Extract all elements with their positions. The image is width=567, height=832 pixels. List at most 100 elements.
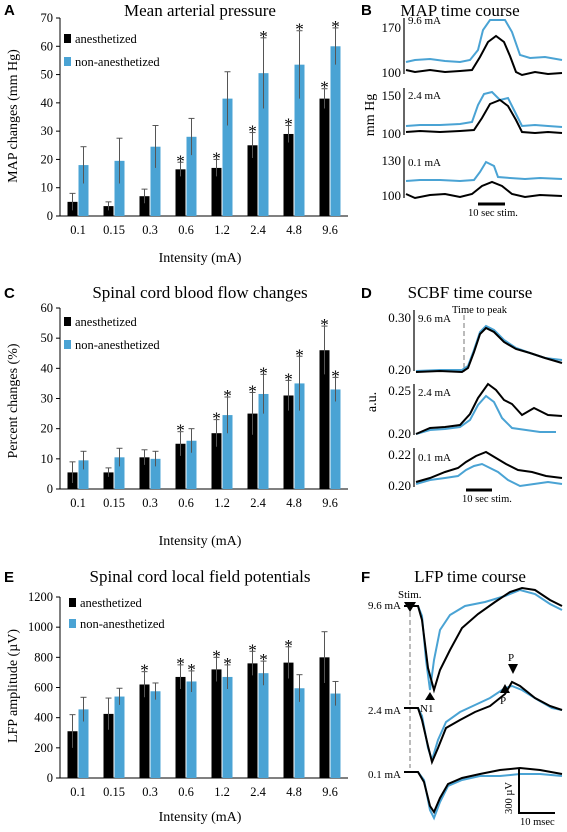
bar-non-anesthetized	[258, 73, 269, 217]
bar-non-anesthetized	[78, 460, 89, 489]
trace-non-anesthetized	[405, 90, 563, 128]
trace-anesthetized	[404, 586, 563, 694]
significance-star: *	[176, 151, 185, 170]
legend-label: anesthetized	[75, 32, 138, 46]
y-tick-label: 600	[34, 681, 53, 695]
significance-star: *	[284, 636, 293, 655]
bar-non-anesthetized	[258, 393, 269, 489]
tick-label: 170	[382, 20, 402, 35]
bar-non-anesthetized	[186, 136, 197, 216]
x-tick-label: 0.6	[178, 785, 194, 799]
x-tick-label: 4.8	[286, 785, 302, 799]
significance-star: *	[176, 654, 185, 673]
trace-anesthetized	[415, 382, 563, 435]
trace-anesthetized	[415, 450, 563, 483]
y-tick-label: 200	[34, 741, 53, 755]
bar-non-anesthetized	[222, 676, 233, 778]
y-axis-label: MAP changes (mm Hg)	[6, 49, 21, 183]
legend-swatch-non-anesthetized	[69, 619, 76, 628]
legend-e: anesthetized non-anesthetized	[69, 596, 165, 631]
x-tick-label: 1.2	[214, 785, 230, 799]
y-tick-label: 20	[41, 422, 54, 436]
bar-anesthetized	[319, 657, 330, 778]
significance-star: *	[248, 122, 257, 141]
trace-label: 9.6 mA	[408, 15, 441, 27]
significance-star: *	[176, 421, 185, 440]
x-tick-label: 2.4	[250, 496, 266, 510]
x-tick-label: 2.4	[250, 785, 266, 799]
y-tick-label: 50	[41, 68, 54, 82]
tick-label: 150	[382, 88, 402, 103]
bar-non-anesthetized	[186, 440, 197, 489]
bar-non-anesthetized	[114, 160, 125, 216]
significance-star: *	[212, 646, 221, 665]
trace-label: 2.4 mA	[418, 387, 451, 399]
trace-label: 0.1 mA	[368, 769, 401, 781]
lfp-time-course: LFP time course Stim. 9.6 mA 2.4 mA 0.1 …	[368, 567, 563, 828]
x-tick-label: 0.6	[178, 496, 194, 510]
trace-non-anesthetized	[415, 462, 563, 488]
significance-star: *	[320, 315, 329, 334]
x-tick-label: 1.2	[214, 223, 230, 237]
time-to-peak-label: Time to peak	[452, 305, 508, 316]
bar-anesthetized	[283, 395, 294, 489]
significance-star: *	[295, 345, 304, 364]
x-tick-label: 0.3	[142, 785, 158, 799]
x-tick-label: 0.3	[142, 496, 158, 510]
trace-non-anesthetized	[404, 588, 563, 691]
bar-non-anesthetized	[258, 673, 269, 778]
y-tick-label: 10	[41, 452, 54, 466]
significance-star: *	[140, 661, 149, 680]
tick-label: 0.20	[388, 362, 411, 377]
bar-non-anesthetized	[222, 98, 233, 216]
n1-arrow-icon	[425, 692, 435, 700]
panel-title: LFP time course	[414, 567, 526, 586]
x-tick-label: 9.6	[322, 785, 338, 799]
scbf-time-course: SCBF time course a.u. 0.30 0.20 0.25 0.2…	[365, 283, 563, 505]
significance-star: *	[259, 27, 268, 46]
x-axis-label: Intensity (mA)	[159, 251, 242, 266]
tick-label: 0.30	[388, 310, 411, 325]
x-tick-label: 9.6	[322, 223, 338, 237]
scbf-bar-chart: Spinal cord blood flow changes Intensity…	[6, 283, 348, 549]
trace-label: 0.1 mA	[408, 157, 441, 169]
tick-label: 0.22	[388, 447, 411, 462]
p-arrow-icon	[508, 664, 518, 674]
bar-non-anesthetized	[330, 389, 341, 489]
panel-letter-c: C	[4, 285, 15, 302]
bar-anesthetized	[175, 443, 186, 489]
y-tick-label: 70	[41, 11, 54, 25]
panel-title: MAP time course	[400, 1, 519, 20]
bar-non-anesthetized	[330, 693, 341, 778]
x-tick-label: 4.8	[286, 223, 302, 237]
stim-label: 10 sec stim.	[462, 494, 512, 505]
panel-letter-d: D	[361, 285, 372, 302]
legend-label: anesthetized	[80, 596, 143, 610]
scale-voltage-label: 300 µV	[504, 782, 515, 814]
legend-label: non-anesthetized	[75, 338, 160, 352]
x-tick-label: 0.15	[103, 496, 125, 510]
bar-anesthetized	[139, 457, 150, 489]
legend-swatch-non-anesthetized	[64, 57, 71, 66]
panel-title: SCBF time course	[408, 283, 533, 302]
x-tick-label: 0.1	[70, 496, 86, 510]
y-tick-label: 60	[41, 39, 54, 53]
x-tick-label: 0.1	[70, 223, 86, 237]
panel-letter-f: F	[361, 569, 370, 586]
legend-swatch-anesthetized	[64, 34, 71, 43]
legend-c: anesthetized non-anesthetized	[64, 315, 160, 352]
y-tick-label: 0	[47, 482, 53, 496]
panel-letter-a: A	[4, 2, 15, 19]
bar-anesthetized	[247, 145, 258, 216]
trace-anesthetized	[405, 98, 563, 135]
significance-star: *	[223, 654, 232, 673]
legend-swatch-anesthetized	[64, 317, 71, 326]
bar-anesthetized	[211, 167, 222, 216]
trace-label: 2.4 mA	[408, 90, 441, 102]
tick-label: 100	[382, 126, 402, 141]
trace-label: 0.1 mA	[418, 452, 451, 464]
y-axis-label: Percent changes (%)	[6, 343, 21, 458]
y-tick-label: 60	[41, 301, 54, 315]
legend-label: anesthetized	[75, 315, 138, 329]
significance-star: *	[187, 660, 196, 679]
